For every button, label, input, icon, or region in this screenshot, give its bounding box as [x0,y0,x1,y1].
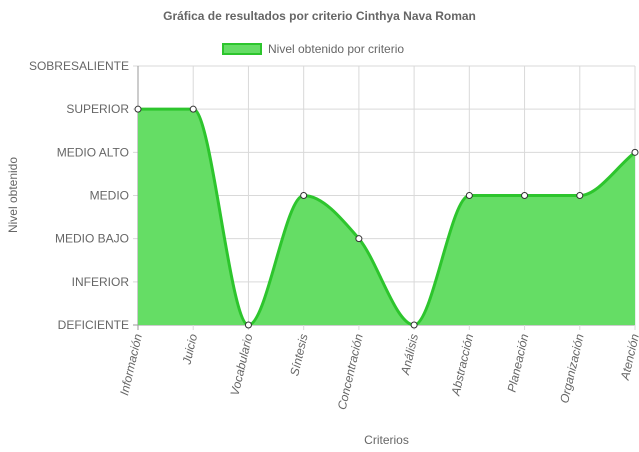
x-tick-label: Organización [557,332,587,404]
x-tick-label: Juicio [179,332,200,366]
x-tick-label: Concentración [335,332,366,411]
data-point-9[interactable] [576,192,584,199]
y-tick-label: MEDIO ALTO [57,145,129,159]
y-tick-label: MEDIO [90,189,129,203]
x-tick-label: Información [117,332,145,397]
data-point-10[interactable] [631,148,639,156]
series-line [138,107,636,327]
y-tick-label: SOBRESALIENTE [29,59,129,73]
x-tick-label: Vocabulario [228,332,256,397]
series-area [138,109,635,326]
x-tick-label: Atención [618,332,639,382]
x-axis-label: Criterios [364,433,409,447]
data-point-4[interactable] [300,192,308,199]
y-tick-label: DEFICIENTE [58,318,129,332]
data-point-6[interactable] [410,321,418,329]
x-tick-label: Abstracción [448,332,476,398]
chart-title: Gráfica de resultados por criterio Cinth… [163,9,476,23]
y-tick-label: SUPERIOR [66,102,129,116]
data-point-5[interactable] [355,235,363,243]
data-point-8[interactable] [521,192,529,199]
x-tick-label: Síntesis [287,333,310,378]
y-tick-label: MEDIO BAJO [55,232,129,246]
data-point-1[interactable] [134,105,142,113]
legend-swatch [222,43,262,55]
x-tick-label: Planeación [504,332,531,393]
legend[interactable]: Nivel obtenido por criterio [222,42,404,56]
data-point-3[interactable] [244,321,252,329]
y-tick-label: INFERIOR [72,275,130,289]
legend-label: Nivel obtenido por criterio [268,42,405,56]
data-point-2[interactable] [189,105,197,113]
data-point-7[interactable] [465,192,473,199]
x-tick-label: Análisis [398,333,421,377]
